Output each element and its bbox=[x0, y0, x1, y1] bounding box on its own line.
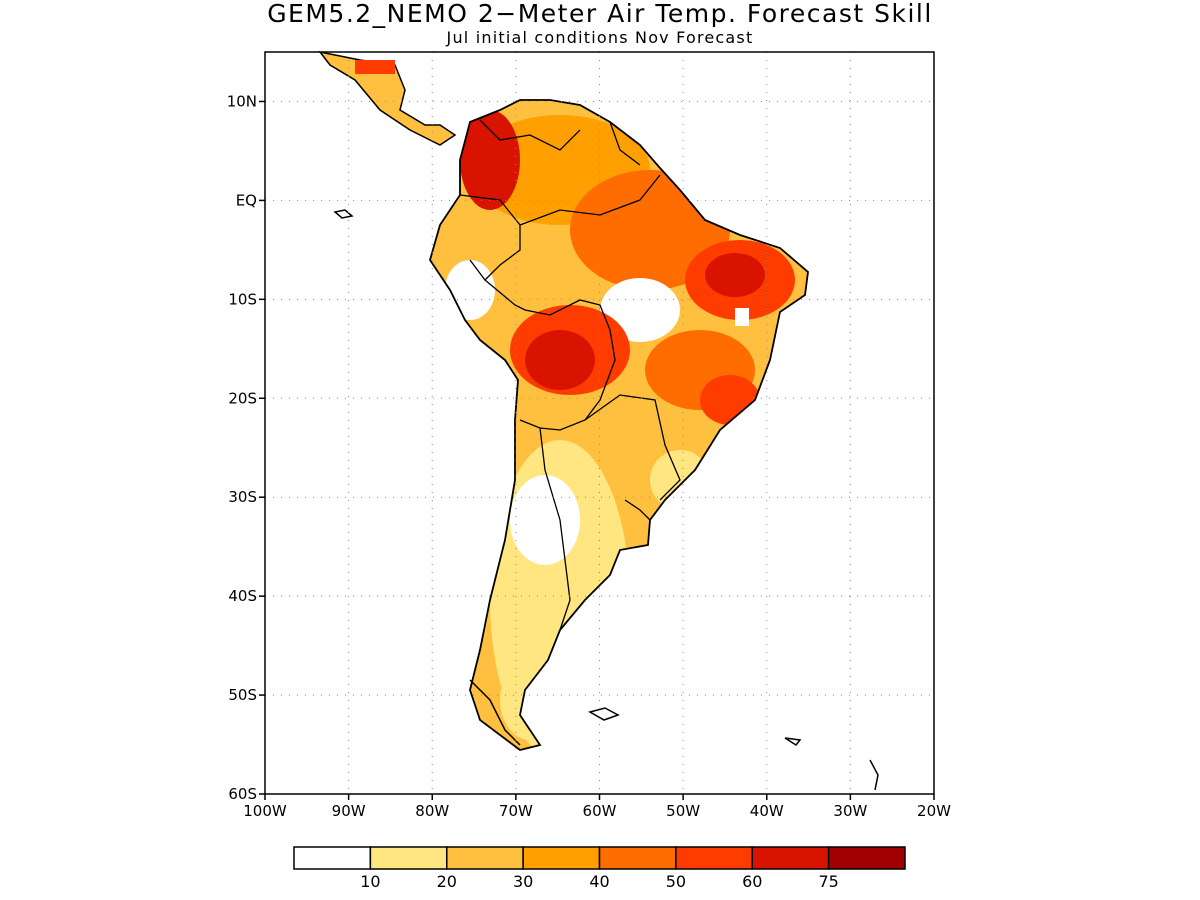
skill-region-bolivia-core bbox=[525, 330, 595, 390]
colorbar-swatch bbox=[675, 846, 753, 870]
colorbar-swatch bbox=[293, 846, 372, 870]
y-axis: 10N EQ 10S 20S 30S 40S 50S 60S bbox=[227, 92, 265, 803]
x-tick-label: 20W bbox=[917, 802, 951, 820]
y-tick-label: 10N bbox=[227, 92, 257, 110]
country-borders bbox=[459, 119, 681, 631]
colorbar-label: 75 bbox=[818, 872, 838, 891]
x-tick-label: 60W bbox=[583, 802, 617, 820]
central-america bbox=[318, 50, 457, 146]
colorbar-swatch bbox=[522, 846, 601, 870]
y-tick-label: 20S bbox=[228, 389, 257, 407]
central-america-hotspot bbox=[355, 60, 395, 74]
x-tick-label: 50W bbox=[666, 802, 700, 820]
colorbar-swatch bbox=[827, 846, 906, 870]
skill-region-south-null bbox=[510, 475, 580, 565]
skill-region-missing bbox=[735, 308, 749, 326]
skill-region-northeast-core bbox=[705, 253, 765, 297]
colorbar-swatch bbox=[369, 846, 448, 870]
skill-region-colombia bbox=[460, 110, 520, 210]
islands bbox=[333, 209, 879, 791]
colorbar-swatch bbox=[446, 846, 524, 870]
colorbar-label: 20 bbox=[437, 872, 457, 891]
y-tick-label: 30S bbox=[228, 488, 257, 506]
x-tick-label: 100W bbox=[243, 802, 287, 820]
y-tick-label: 50S bbox=[228, 686, 257, 704]
x-tick-label: 30W bbox=[833, 802, 867, 820]
x-tick-label: 90W bbox=[332, 802, 366, 820]
map-subtitle: Jul initial conditions Nov Forecast bbox=[446, 28, 754, 47]
colorbar-label: 50 bbox=[666, 872, 686, 891]
y-tick-label: 60S bbox=[228, 785, 257, 803]
y-tick-label: EQ bbox=[236, 191, 257, 209]
x-tick-label: 40W bbox=[750, 802, 784, 820]
colorbar: 10 20 30 40 50 60 75 bbox=[293, 846, 906, 891]
x-tick-label: 70W bbox=[499, 802, 533, 820]
colorbar-swatch bbox=[598, 846, 677, 870]
colorbar-label: 30 bbox=[513, 872, 533, 891]
x-axis: 100W 90W 80W 70W 60W 50W 40W 30W 20W bbox=[243, 794, 951, 820]
map-title: GEM5.2_NEMO 2−Meter Air Temp. Forecast S… bbox=[267, 0, 933, 28]
colorbar-swatch bbox=[751, 846, 830, 870]
colorbar-label: 10 bbox=[360, 872, 380, 891]
y-tick-label: 40S bbox=[228, 587, 257, 605]
x-tick-label: 80W bbox=[415, 802, 449, 820]
colorbar-label: 40 bbox=[589, 872, 609, 891]
y-tick-label: 10S bbox=[228, 290, 257, 308]
colorbar-label: 60 bbox=[742, 872, 762, 891]
